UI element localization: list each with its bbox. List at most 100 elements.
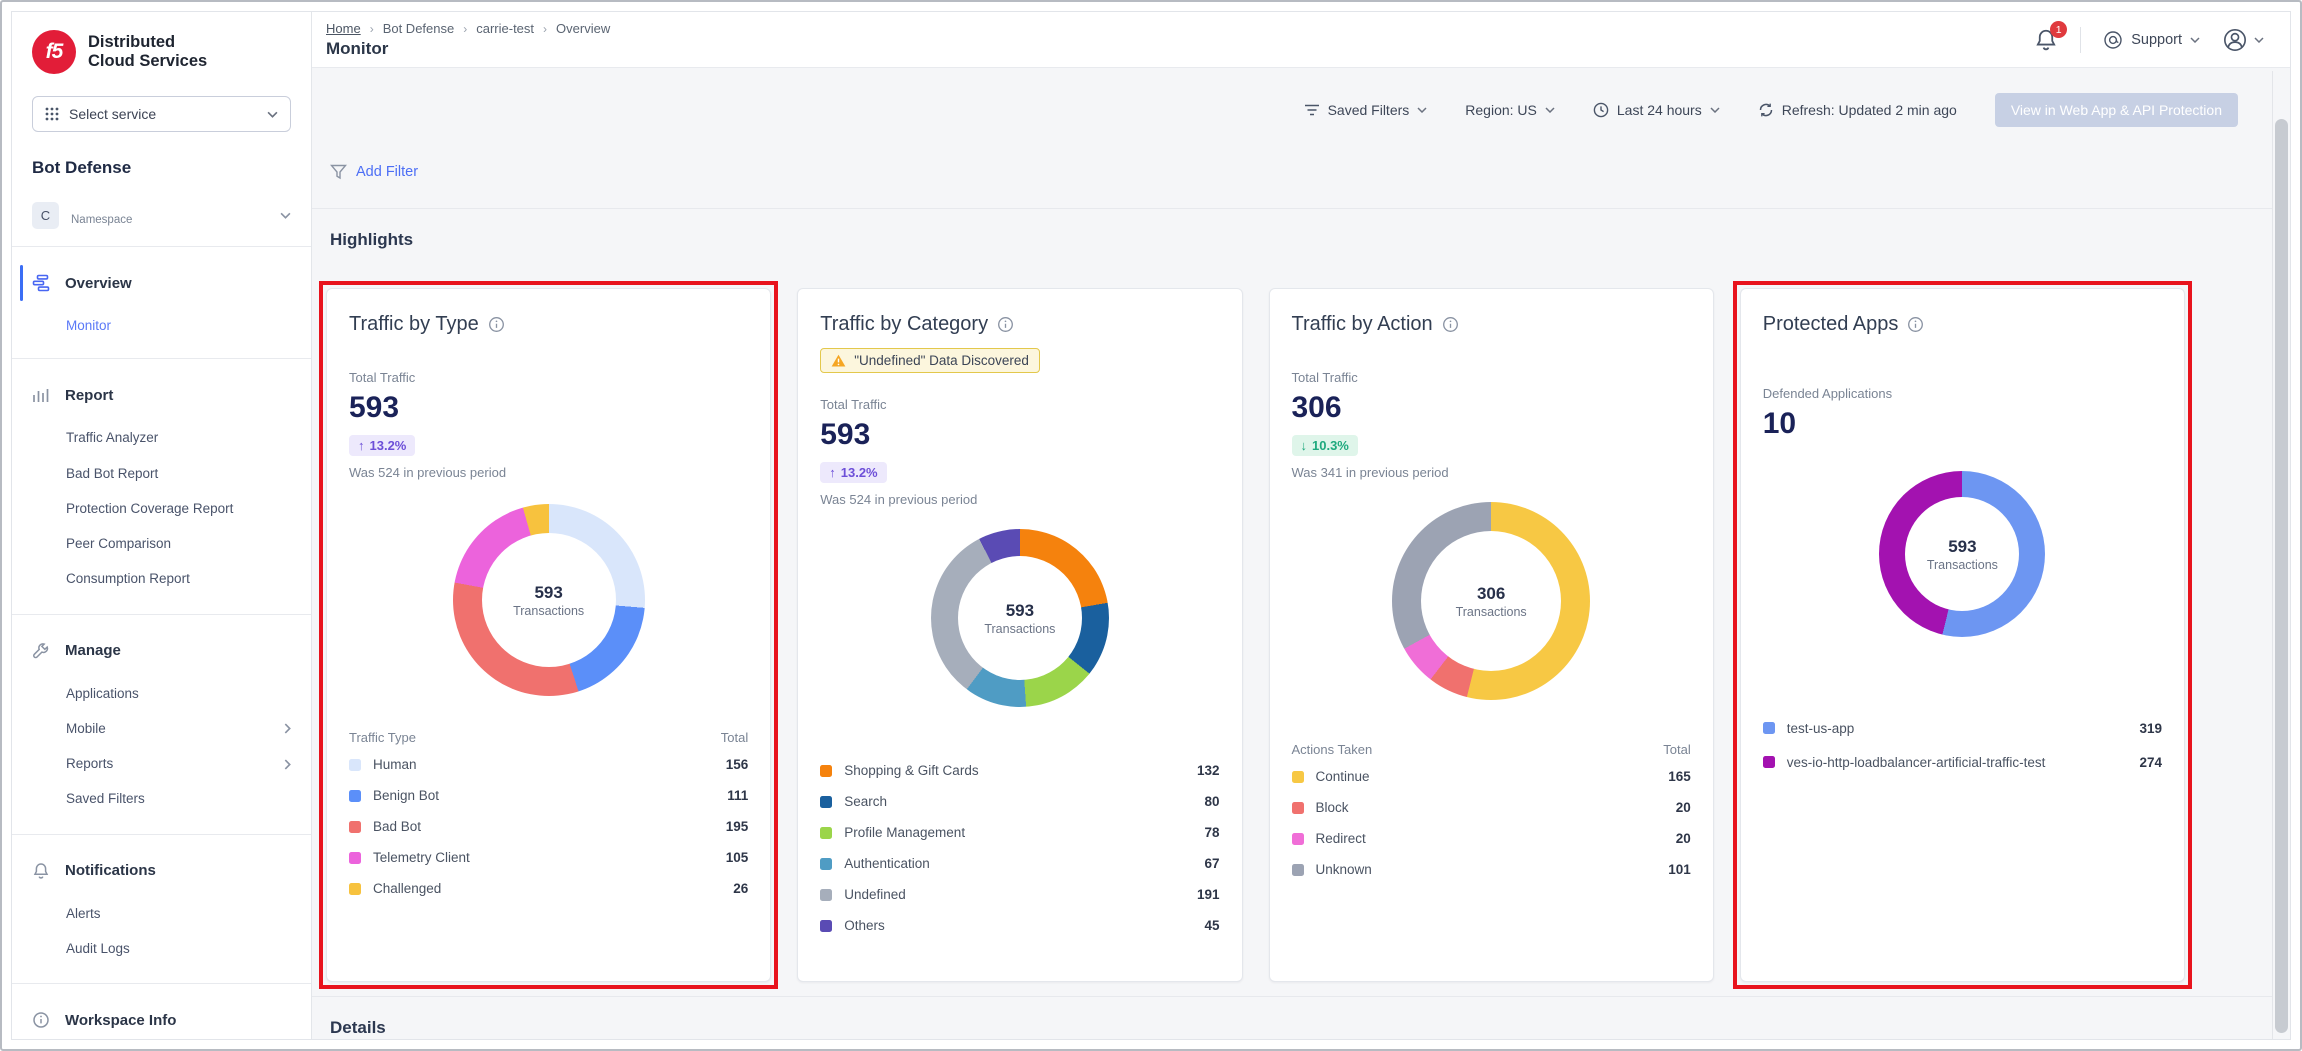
sidebar-item-mobile[interactable]: Mobile bbox=[66, 719, 291, 739]
namespace-selector[interactable]: C Namespace bbox=[32, 202, 291, 229]
legend-row[interactable]: Telemetry Client 105 bbox=[349, 842, 748, 873]
legend-chip bbox=[349, 882, 361, 895]
info-icon[interactable] bbox=[488, 316, 505, 333]
sidebar-item-label: Notifications bbox=[65, 862, 156, 879]
main-body: Saved Filters Region: US Last 24 hours bbox=[312, 68, 2290, 1039]
chevron-right-icon bbox=[284, 723, 291, 734]
legend-row[interactable]: Shopping & Gift Cards 132 bbox=[820, 755, 1220, 786]
legend-row[interactable]: Others 45 bbox=[820, 910, 1220, 941]
legend-label: Block bbox=[1315, 800, 1349, 815]
info-icon[interactable] bbox=[997, 316, 1014, 333]
sidebar-item-audit-logs[interactable]: Audit Logs bbox=[66, 939, 291, 959]
legend-row[interactable]: Undefined 191 bbox=[820, 879, 1220, 910]
vertical-scrollbar[interactable] bbox=[2272, 71, 2290, 1039]
sidebar: f5 Distributed Cloud Services Select ser… bbox=[12, 12, 312, 1039]
legend-row[interactable]: Human 156 bbox=[349, 749, 748, 780]
sidebar-item-label: Saved Filters bbox=[66, 791, 145, 807]
metric-value: 10 bbox=[1762, 407, 1797, 440]
legend-row[interactable]: Block 20 bbox=[1291, 792, 1691, 823]
legend-row[interactable]: Bad Bot 195 bbox=[349, 811, 748, 842]
saved-filters-dropdown[interactable]: Saved Filters bbox=[1304, 102, 1428, 118]
sidebar-divider bbox=[12, 983, 311, 984]
notifications-bell-button[interactable]: 1 bbox=[2034, 21, 2068, 52]
sidebar-item-notifications[interactable]: Notifications bbox=[12, 853, 311, 889]
legend-row[interactable]: Unknown 101 bbox=[1291, 854, 1691, 885]
sidebar-item-label: Traffic Analyzer bbox=[66, 430, 159, 446]
card-traffic-by-category: Traffic by Category "Undefined" Data Dis… bbox=[797, 288, 1243, 982]
undefined-data-warning-badge[interactable]: "Undefined" Data Discovered bbox=[820, 348, 1040, 373]
sidebar-item-report[interactable]: Report bbox=[12, 377, 311, 413]
legend-chip bbox=[349, 789, 361, 802]
sidebar-item-monitor[interactable]: Monitor bbox=[66, 316, 291, 336]
sidebar-item-label: Bad Bot Report bbox=[66, 465, 159, 481]
donut-chart-traffic-by-action[interactable]: 306 Transactions bbox=[1392, 502, 1591, 700]
support-menu[interactable]: Support bbox=[2103, 30, 2200, 50]
legend-row[interactable]: Challenged 26 bbox=[349, 873, 748, 904]
legend-header-value: Total bbox=[720, 730, 749, 745]
legend-row[interactable]: ves-io-http-loadbalancer-artificial-traf… bbox=[1762, 745, 2162, 779]
add-filter-button[interactable]: Add Filter bbox=[330, 164, 418, 180]
sidebar-item-label: Reports bbox=[66, 756, 114, 771]
sidebar-item-traffic-analyzer[interactable]: Traffic Analyzer bbox=[66, 428, 291, 448]
donut-chart-traffic-by-category[interactable]: 593 Transactions bbox=[930, 529, 1109, 707]
legend-row[interactable]: Continue 165 bbox=[1291, 761, 1691, 792]
user-account-menu[interactable] bbox=[2222, 27, 2264, 53]
sidebar-item-protection-coverage-report[interactable]: Protection Coverage Report bbox=[66, 499, 236, 519]
sidebar-item-reports[interactable]: Reports bbox=[66, 754, 291, 774]
refresh-button[interactable]: Refresh: Updated 2 min ago bbox=[1758, 102, 1957, 118]
details-heading: Details bbox=[330, 1018, 386, 1037]
sidebar-divider bbox=[12, 833, 311, 835]
sidebar-item-saved-filters[interactable]: Saved Filters bbox=[66, 789, 291, 809]
donut-center-value: 593 bbox=[1948, 536, 1977, 556]
scrollbar-thumb[interactable] bbox=[2275, 119, 2288, 1033]
delta-badge: ↓ 10.3% bbox=[1291, 435, 1358, 456]
legend-value: 191 bbox=[1196, 887, 1220, 902]
donut-center-label: Transactions bbox=[1455, 604, 1527, 619]
legend: Traffic Type Total Human 156 Benign Bot 111… bbox=[349, 730, 748, 904]
sidebar-item-overview[interactable]: Overview bbox=[12, 265, 311, 301]
chevron-down-icon bbox=[1545, 107, 1555, 113]
sidebar-item-manage[interactable]: Manage bbox=[12, 633, 311, 669]
legend-row[interactable]: Search 80 bbox=[820, 786, 1220, 817]
select-service-dropdown[interactable]: Select service bbox=[32, 96, 291, 132]
legend-chip bbox=[1291, 770, 1304, 783]
chevron-down-icon bbox=[2190, 37, 2200, 43]
legend-label: Shopping & Gift Cards bbox=[844, 763, 979, 778]
legend-row[interactable]: Profile Management 78 bbox=[820, 817, 1220, 848]
sidebar-item-label: Alerts bbox=[66, 905, 101, 921]
donut-center-label: Transactions bbox=[1926, 557, 1998, 572]
card-title: Traffic by Type bbox=[349, 313, 479, 335]
legend-value: 132 bbox=[1196, 763, 1220, 778]
breadcrumb-bot-defense[interactable]: Bot Defense bbox=[382, 21, 455, 36]
breadcrumb-overview[interactable]: Overview bbox=[556, 21, 611, 36]
legend-row[interactable]: Authentication 67 bbox=[820, 848, 1220, 879]
legend-label: Bad Bot bbox=[373, 819, 422, 834]
sidebar-item-applications[interactable]: Applications bbox=[66, 684, 291, 704]
breadcrumb-home[interactable]: Home bbox=[326, 21, 361, 36]
legend-row[interactable]: Benign Bot 111 bbox=[349, 780, 748, 811]
legend-chip bbox=[349, 820, 361, 833]
legend-row[interactable]: Redirect 20 bbox=[1291, 823, 1691, 854]
view-in-waap-button[interactable]: View in Web App & API Protection bbox=[1994, 93, 2238, 127]
namespace-label: Namespace bbox=[71, 213, 133, 226]
sidebar-item-consumption-report[interactable]: Consumption Report bbox=[66, 569, 291, 589]
info-icon[interactable] bbox=[1907, 316, 1924, 333]
legend-chip bbox=[1762, 722, 1775, 734]
info-icon[interactable] bbox=[1442, 316, 1459, 333]
legend-row[interactable]: test-us-app 319 bbox=[1762, 711, 2162, 745]
sidebar-item-label: Mobile bbox=[66, 720, 106, 736]
sidebar-item-peer-comparison[interactable]: Peer Comparison bbox=[66, 534, 291, 554]
select-service-label: Select service bbox=[69, 106, 157, 122]
metric-value: 593 bbox=[820, 418, 871, 451]
sidebar-item-alerts[interactable]: Alerts bbox=[66, 904, 291, 924]
bell-icon bbox=[32, 862, 50, 880]
legend-value: 111 bbox=[727, 788, 749, 803]
region-dropdown[interactable]: Region: US bbox=[1465, 102, 1555, 118]
sidebar-item-bad-bot-report[interactable]: Bad Bot Report bbox=[66, 464, 291, 484]
breadcrumb-namespace[interactable]: carrie-test bbox=[476, 21, 535, 36]
donut-chart-protected-apps[interactable]: 593 Transactions bbox=[1879, 471, 2046, 637]
donut-chart-traffic-by-type[interactable]: 593 Transactions bbox=[452, 504, 645, 696]
legend-value: 195 bbox=[725, 819, 749, 834]
time-range-dropdown[interactable]: Last 24 hours bbox=[1593, 102, 1720, 118]
sidebar-item-workspace-info[interactable]: Workspace Info bbox=[12, 1002, 311, 1038]
